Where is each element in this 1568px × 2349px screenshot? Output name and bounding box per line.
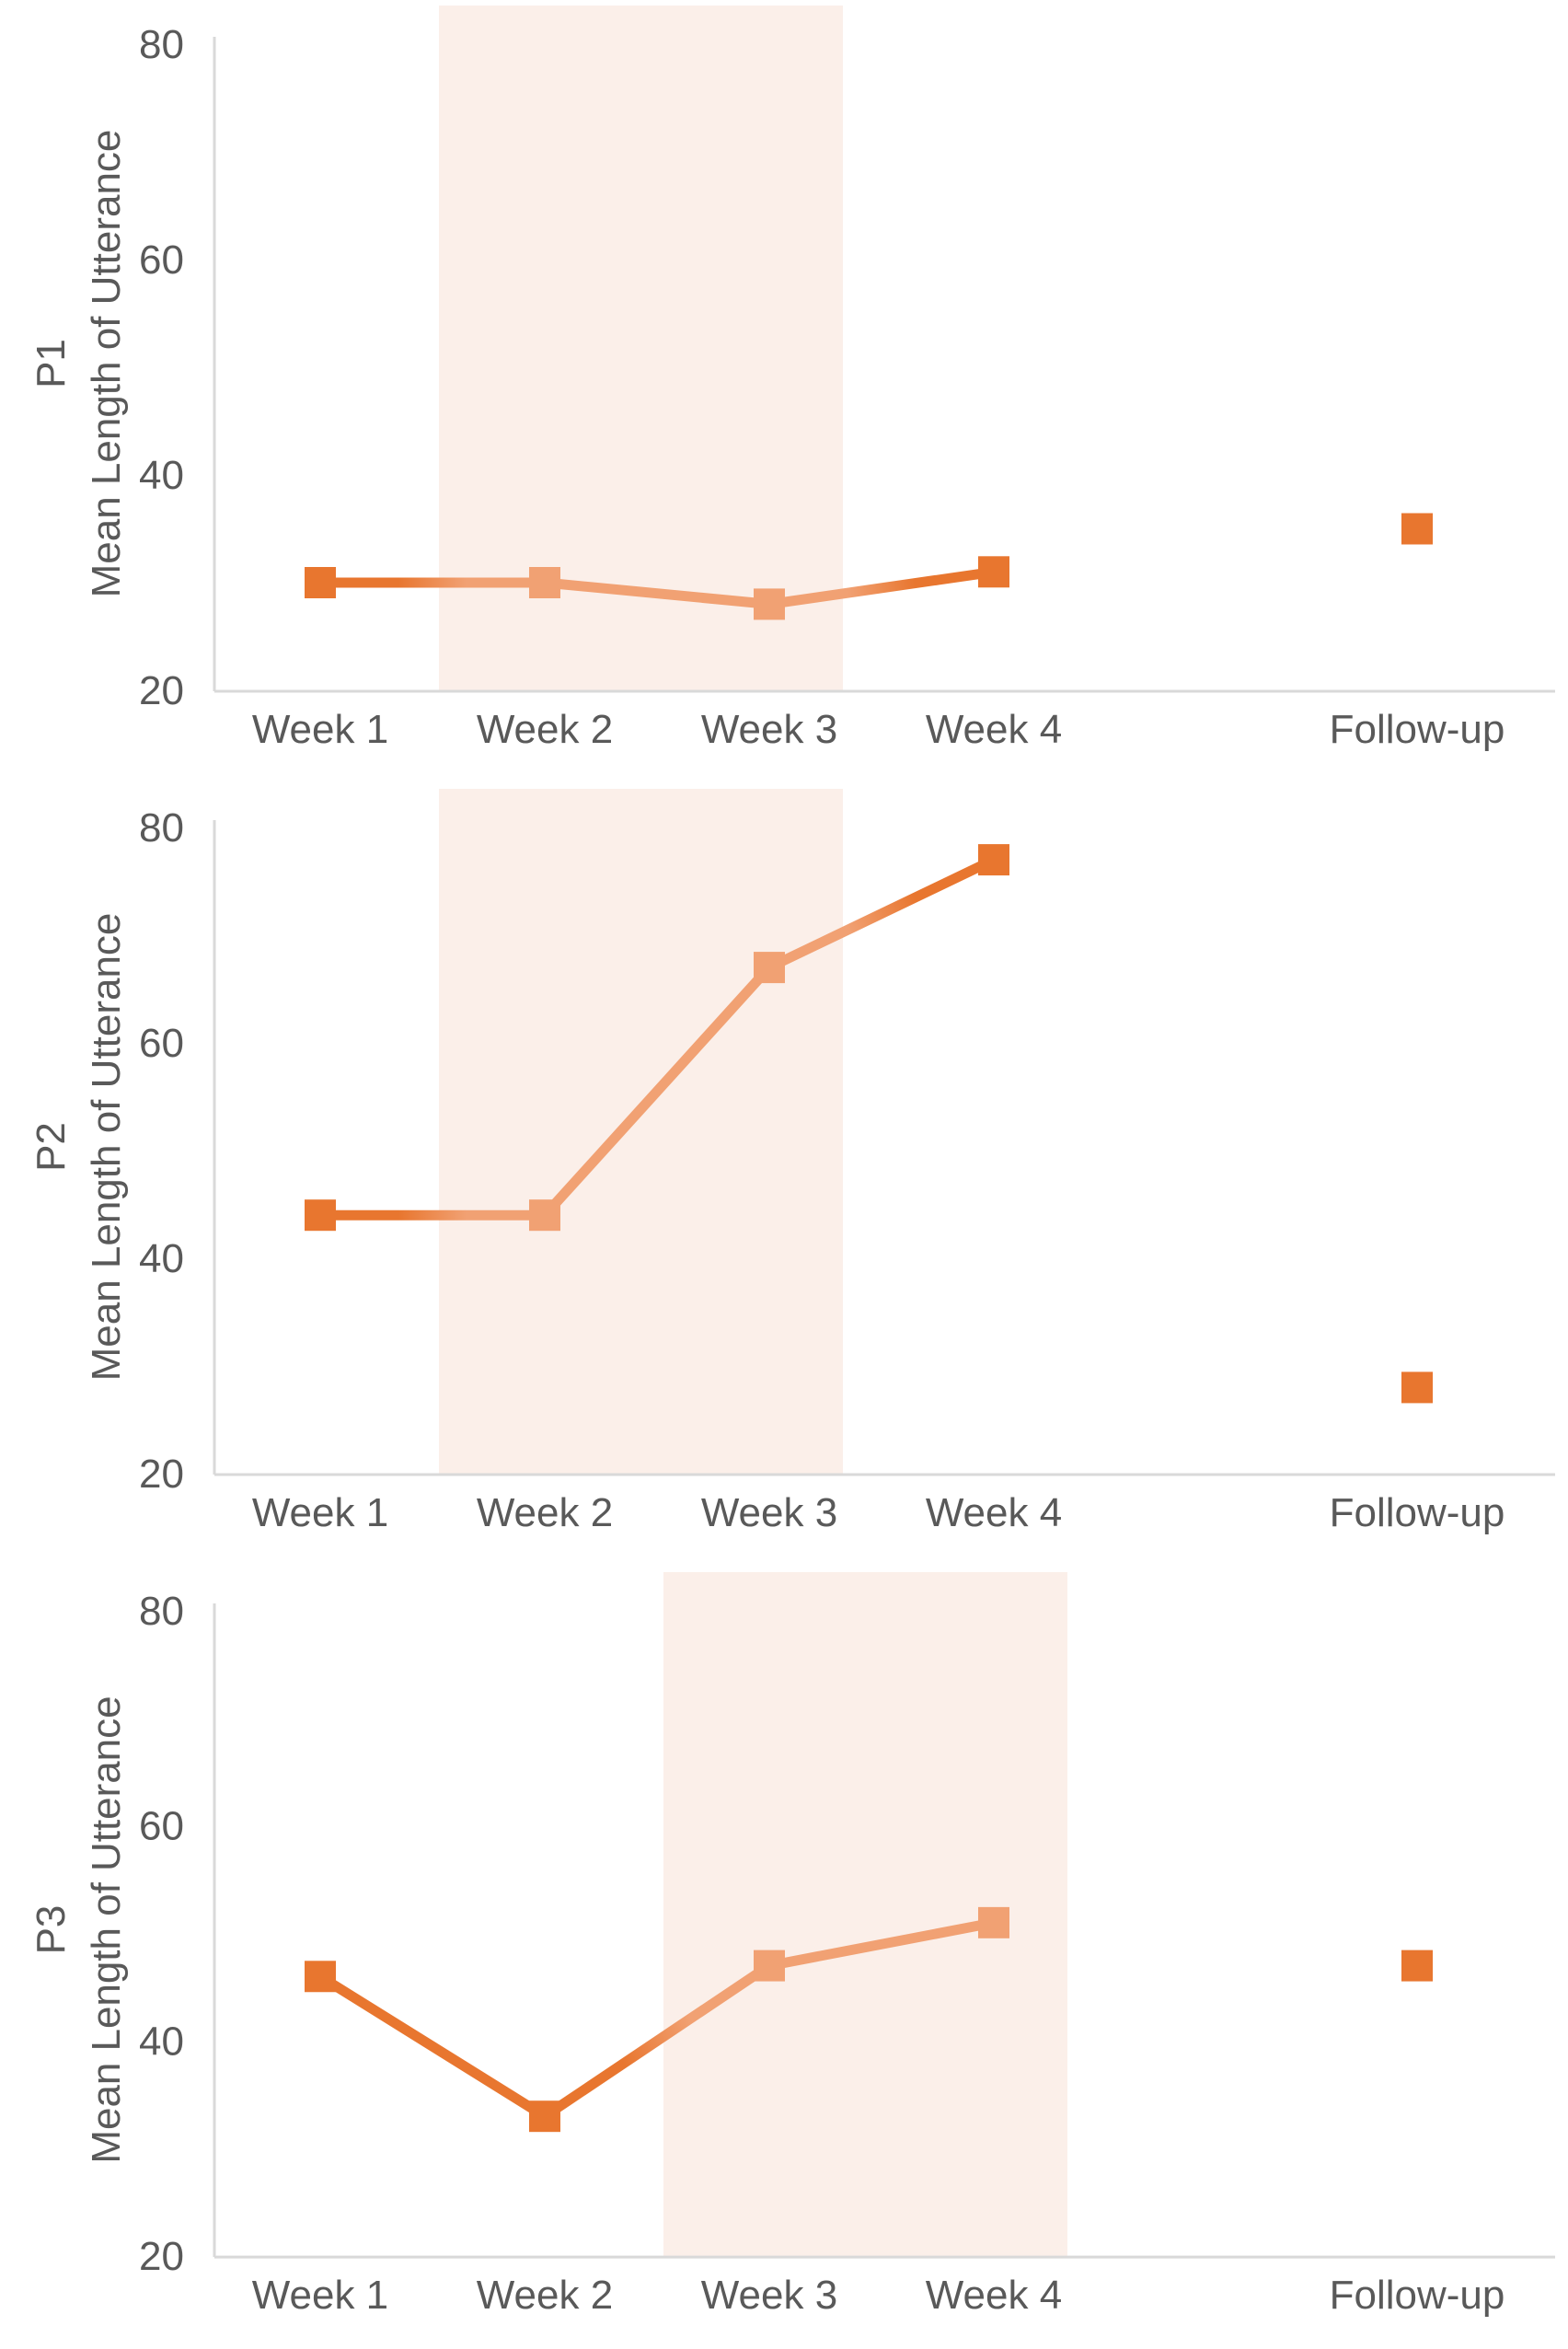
y-tick-label: 60 (139, 1804, 184, 1849)
x-tick-label: Week 4 (926, 707, 1062, 752)
chart-panel-p1: 20 40 60 80 Week 1 Week 2 Week 3 Week 4 Follow-u… (0, 0, 1568, 783)
panel-label: P2 (29, 1122, 74, 1172)
x-tick-label: Week 2 (477, 707, 613, 752)
y-axis-title: Mean Length of Utterance (84, 913, 129, 1382)
trend-line-segment (317, 1972, 548, 2121)
chart-panel-p3: 20 40 60 80 Week 1 Week 2 Week 3 Week 4 Follow-u… (0, 1567, 1568, 2349)
panel-label: P1 (29, 339, 74, 388)
y-tick-label: 40 (139, 453, 184, 498)
x-tick-label: Week 3 (701, 1490, 837, 1535)
y-tick-label: 40 (139, 2019, 184, 2064)
data-point-marker (978, 844, 1009, 876)
trend-line-segment (767, 855, 997, 973)
y-axis-title: Mean Length of Utterance (84, 1695, 129, 2163)
y-tick-label: 80 (139, 1589, 184, 1634)
data-point-marker (305, 1961, 336, 1993)
trend-line-segment (540, 964, 774, 1219)
data-point-marker (1401, 1371, 1433, 1404)
x-tick-label: Week 2 (477, 1490, 613, 1535)
data-point-marker (754, 1950, 785, 1982)
x-tick-label: Week 4 (926, 2273, 1062, 2318)
y-tick-label: 20 (139, 2234, 184, 2279)
chart-p1-svg: 20 40 60 80 Week 1 Week 2 Week 3 Week 4 Follow-u… (29, 6, 1555, 752)
y-tick-label: 20 (139, 668, 184, 713)
x-tick-label: Week 1 (252, 2273, 388, 2318)
intervention-shading-band (439, 6, 843, 691)
y-tick-label: 40 (139, 1236, 184, 1281)
data-point-marker (305, 567, 336, 598)
data-point-marker (978, 1906, 1009, 1938)
x-tick-label: Week 4 (926, 1490, 1062, 1535)
y-tick-label: 60 (139, 1021, 184, 1066)
x-tick-label: Follow-up (1330, 2273, 1505, 2318)
data-point-marker (1401, 513, 1433, 545)
data-point-marker (1401, 1950, 1433, 1982)
intervention-shading-band (439, 789, 843, 1475)
chart-p2-svg: 20 40 60 80 Week 1 Week 2 Week 3 Week 4 Follow-u… (29, 789, 1555, 1535)
x-tick-label: Week 2 (477, 2273, 613, 2318)
y-tick-label: 20 (139, 1452, 184, 1497)
y-tick-label: 80 (139, 805, 184, 850)
data-point-marker (529, 567, 560, 598)
trend-line-segment (544, 577, 770, 609)
data-point-marker (529, 1199, 560, 1232)
data-point-marker (529, 2100, 560, 2133)
data-point-marker (754, 952, 785, 984)
trend-line-segment (768, 566, 995, 609)
data-point-marker (754, 588, 785, 620)
data-point-marker (978, 556, 1009, 588)
x-tick-label: Follow-up (1330, 1490, 1505, 1535)
y-axis-title: Mean Length of Utterance (84, 130, 129, 598)
panel-label: P3 (29, 1905, 74, 1955)
y-tick-label: 80 (139, 22, 184, 67)
chart-p3-svg: 20 40 60 80 Week 1 Week 2 Week 3 Week 4 Follow-u… (29, 1571, 1555, 2318)
trend-line-segment (767, 1917, 996, 1971)
trend-line-segment (541, 1961, 773, 2121)
x-tick-label: Week 3 (701, 707, 837, 752)
x-tick-label: Week 1 (252, 1490, 388, 1535)
chart-panel-p2: 20 40 60 80 Week 1 Week 2 Week 3 Week 4 Follow-u… (0, 783, 1568, 1567)
y-tick-label: 60 (139, 237, 184, 283)
x-tick-label: Follow-up (1330, 707, 1505, 752)
x-tick-label: Week 1 (252, 707, 388, 752)
data-point-marker (305, 1199, 336, 1232)
x-tick-label: Week 3 (701, 2273, 837, 2318)
